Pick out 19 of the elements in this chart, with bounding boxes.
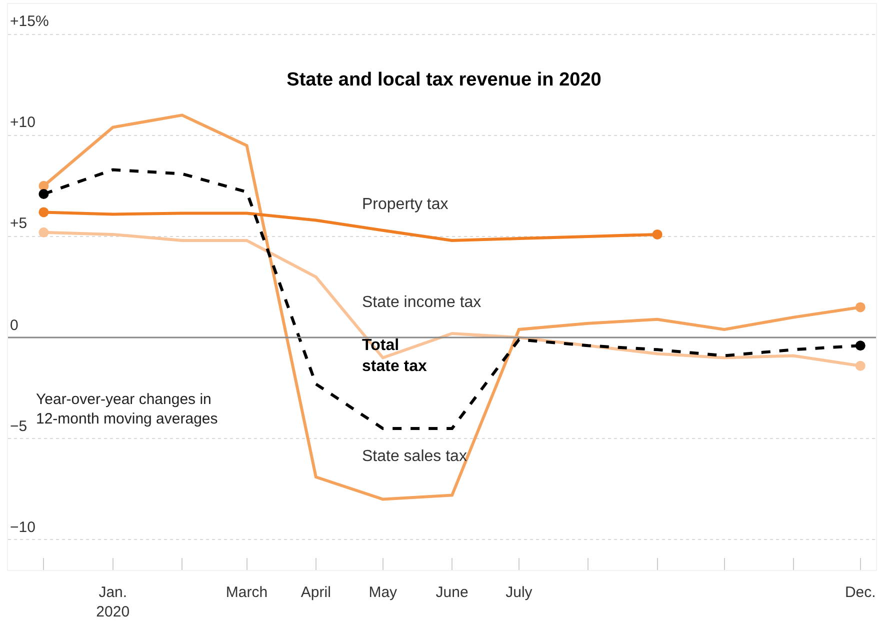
y-tick-label: −5 — [10, 418, 28, 435]
x-tick-label: Dec. — [844, 584, 876, 601]
x-tick-label: April — [300, 584, 331, 601]
x-tick-label: June — [436, 584, 468, 601]
series-label: State sales tax — [362, 448, 467, 465]
y-tick-label: +5 — [10, 215, 28, 232]
series-label: Property tax — [362, 196, 448, 213]
x-tick-label: May — [368, 584, 398, 601]
x-tick-label: March — [226, 584, 268, 601]
y-tick-label: +15% — [10, 13, 49, 30]
y-tick-label: +10 — [10, 114, 36, 131]
text: Total state tax — [362, 337, 428, 375]
y-tick-label: 0 — [10, 317, 18, 334]
text: State and local tax revenue in 2020 — [286, 70, 602, 91]
x-tick-label: July — [506, 584, 533, 601]
series-label: State income tax — [362, 294, 482, 311]
annotation: Year-over-year changes in 12-month moving averages — [36, 391, 218, 428]
y-tick-label: −10 — [10, 519, 36, 536]
x-tick-label: Jan. 2020 — [96, 584, 130, 620]
